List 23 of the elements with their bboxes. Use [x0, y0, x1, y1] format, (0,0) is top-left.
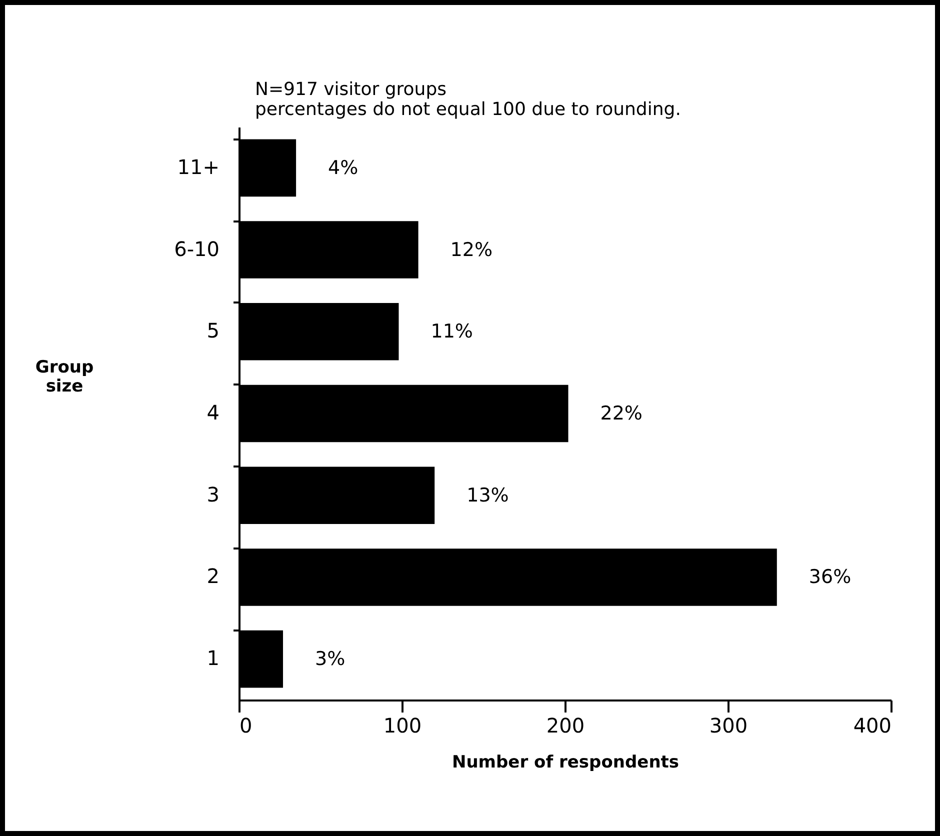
- annotation: 22%: [600, 402, 642, 424]
- annotation: 3%: [315, 648, 346, 670]
- annotation: 13%: [466, 484, 509, 506]
- y-tick-label: 3: [206, 482, 220, 506]
- x-tick-label: 300: [709, 714, 748, 738]
- y-tick-label: 2: [206, 564, 220, 588]
- y-tick-label: 1: [206, 646, 220, 670]
- x-axis-title: Number of respondents: [452, 752, 680, 772]
- x-tick-label: 100: [383, 714, 422, 738]
- x-tick-label: 400: [853, 714, 892, 738]
- annotation: 36%: [808, 566, 852, 588]
- annotation: 11%: [430, 320, 473, 343]
- annotation: 4%: [328, 156, 358, 179]
- chart-subtitle: percentages do not equal 100 due to rounding.: [255, 99, 681, 120]
- annotation: 12%: [450, 238, 493, 261]
- x-tick-label: 0: [240, 714, 252, 738]
- y-tick-label: 4: [206, 400, 220, 424]
- chart-title: N=917 visitor groups: [255, 79, 447, 100]
- y-tick-label: 11+: [177, 154, 220, 179]
- x-tick-label: 200: [546, 714, 585, 738]
- y-axis-title: Group size: [35, 358, 94, 396]
- y-tick-label: 5: [206, 318, 220, 343]
- y-tick-label: 6-10: [174, 236, 220, 261]
